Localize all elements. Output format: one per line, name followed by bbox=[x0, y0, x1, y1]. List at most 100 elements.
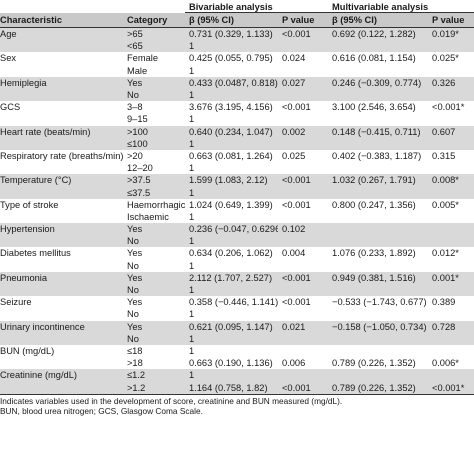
cell-characteristic: Temperature (°C) bbox=[0, 174, 123, 187]
table-row: Type of stroke Haemorrhagic 1.024 (0.649, … bbox=[0, 199, 474, 211]
cell-beta-bivariable: 0.236 (−0.047, 0.6296) bbox=[185, 223, 278, 236]
cell-characteristic bbox=[0, 357, 123, 369]
table-row: Urinary incontinence Yes 0.621 (0.095, 1.1… bbox=[0, 320, 474, 333]
cell-p-multivariable: 0.315 bbox=[432, 150, 456, 161]
cell-p-multivariable: 0.607 bbox=[428, 125, 474, 138]
cell-p-bivariable: 0.006 bbox=[282, 358, 306, 369]
table-row: Temperature (°C) >37.5 1.599 (1.083, 2.12)… bbox=[0, 174, 474, 187]
cell-beta-bivariable: 0.663 (0.190, 1.136) bbox=[189, 358, 273, 369]
regression-table: Bivariable analysis Multivariable analys… bbox=[0, 0, 474, 395]
cell-beta-bivariable: 0.425 (0.055, 0.795) bbox=[189, 53, 273, 64]
cell-p-bivariable: <0.001 bbox=[278, 174, 329, 187]
cell-p-multivariable: <0.001* bbox=[432, 102, 465, 113]
cell-characteristic bbox=[0, 88, 123, 102]
cell-characteristic bbox=[0, 332, 123, 345]
cell-beta-multivariable bbox=[328, 113, 428, 125]
table-row: Hemiplegia Yes 0.433 (0.0487, 0.818) 0.027 0… bbox=[0, 76, 474, 89]
cell-category: <65 bbox=[123, 40, 185, 53]
cell-beta-bivariable: 1 bbox=[189, 65, 195, 76]
cell-beta-multivariable bbox=[328, 65, 428, 77]
cell-p-multivariable: 0.728 bbox=[428, 320, 474, 333]
cell-beta-multivariable: 0.789 (0.226, 1.352) bbox=[328, 381, 429, 395]
table-row: Hypertension Yes 0.236 (−0.047, 0.6296) 0.1… bbox=[0, 223, 474, 236]
header-group-multivariable: Multivariable analysis bbox=[328, 0, 474, 13]
table-row: Respiratory rate (breaths/min) >20 0.663 (… bbox=[0, 150, 474, 162]
cell-category: >37.5 bbox=[123, 174, 185, 187]
cell-characteristic: Type of stroke bbox=[0, 199, 59, 210]
cell-category: 12–20 bbox=[127, 163, 153, 174]
cell-category: >18 bbox=[127, 358, 143, 369]
cell-category: >20 bbox=[127, 150, 143, 161]
cell-p-bivariable: 0.102 bbox=[278, 223, 329, 236]
cell-characteristic bbox=[0, 137, 123, 150]
cell-p-bivariable: <0.001 bbox=[282, 297, 311, 308]
cell-beta-bivariable: 1 bbox=[185, 40, 278, 53]
cell-p-multivariable: 0.001* bbox=[428, 271, 474, 284]
cell-beta-multivariable bbox=[328, 308, 428, 320]
table-row: ≤37.5 1 bbox=[0, 186, 474, 199]
cell-beta-multivariable: 0.789 (0.226, 1.352) bbox=[332, 358, 416, 369]
cell-beta-multivariable bbox=[328, 283, 429, 297]
cell-p-bivariable: 0.027 bbox=[278, 76, 329, 89]
cell-characteristic: BUN (mg/dL) bbox=[0, 345, 55, 356]
table-row: No 1 bbox=[0, 88, 474, 102]
cell-characteristic: Sex bbox=[0, 53, 17, 64]
cell-category: No bbox=[127, 309, 139, 320]
cell-p-bivariable bbox=[278, 283, 329, 297]
cell-beta-bivariable: 0.640 (0.234, 1.047) bbox=[185, 125, 278, 138]
cell-characteristic bbox=[0, 65, 123, 77]
cell-category: Yes bbox=[123, 76, 185, 89]
cell-characteristic bbox=[0, 40, 123, 53]
footnotes: Indicates variables used in the developm… bbox=[0, 396, 474, 417]
table-row: No 1 bbox=[0, 283, 474, 297]
cell-p-bivariable: <0.001 bbox=[278, 27, 329, 41]
cell-beta-multivariable bbox=[328, 137, 429, 150]
cell-category: ≤18 bbox=[127, 345, 143, 356]
column-header-characteristic: Characteristic bbox=[0, 12, 123, 28]
cell-p-bivariable bbox=[278, 186, 329, 199]
footnote-score: Indicates variables used in the developm… bbox=[0, 395, 343, 406]
cell-p-bivariable: 0.021 bbox=[278, 320, 329, 333]
table-row: Pneumonia Yes 2.112 (1.707, 2.527) <0.001 0.… bbox=[0, 271, 474, 284]
cell-category: 3–8 bbox=[127, 102, 143, 113]
cell-category: ≤1.2 bbox=[123, 369, 185, 382]
cell-category: Male bbox=[127, 65, 148, 76]
cell-category: >65 bbox=[123, 27, 185, 41]
table-body: Age >65 0.731 (0.329, 1.133) <0.001 0.692 (0… bbox=[0, 27, 474, 395]
table-row: GCS 3–8 3.676 (3.195, 4.156) <0.001 3.100 (2… bbox=[0, 101, 474, 113]
column-header-beta-multivariable: β (95% CI) bbox=[328, 12, 429, 28]
cell-category: Female bbox=[127, 53, 159, 64]
cell-category: ≤37.5 bbox=[123, 186, 185, 199]
cell-beta-bivariable: 1 bbox=[185, 369, 278, 382]
cell-beta-multivariable: −0.158 (−1.050, 0.734) bbox=[328, 320, 429, 333]
cell-beta-bivariable: 2.112 (1.707, 2.527) bbox=[185, 271, 278, 284]
table-row: Sex Female 0.425 (0.055, 0.795) 0.024 0.616 … bbox=[0, 52, 474, 64]
cell-p-bivariable bbox=[278, 369, 329, 382]
table-row: >1.2 1.164 (0.758, 1.82) <0.001 0.789 (0.22… bbox=[0, 381, 474, 395]
cell-beta-multivariable: 1.032 (0.267, 1.791) bbox=[328, 174, 429, 187]
cell-characteristic bbox=[0, 283, 123, 297]
column-header-beta-bivariable: β (95% CI) bbox=[185, 12, 278, 28]
cell-beta-multivariable bbox=[328, 223, 429, 236]
cell-p-multivariable bbox=[428, 283, 474, 297]
cell-p-bivariable: 0.024 bbox=[282, 53, 306, 64]
cell-beta-bivariable: 1 bbox=[189, 211, 195, 222]
cell-beta-bivariable: 1.164 (0.758, 1.82) bbox=[185, 381, 278, 395]
column-header-p-bivariable: P value bbox=[278, 12, 329, 28]
cell-beta-multivariable bbox=[328, 211, 428, 223]
cell-beta-bivariable: 1 bbox=[185, 332, 278, 345]
cell-p-multivariable: 0.025* bbox=[432, 53, 459, 64]
cell-beta-bivariable: 0.731 (0.329, 1.133) bbox=[185, 27, 278, 41]
cell-beta-multivariable bbox=[328, 345, 428, 357]
footnote-abbreviations: BUN, blood urea nitrogen; GCS, Glasgow C… bbox=[0, 406, 203, 417]
cell-p-bivariable bbox=[278, 260, 328, 272]
cell-p-multivariable: 0.012* bbox=[432, 248, 459, 259]
table-row: No 1 bbox=[0, 308, 474, 320]
cell-p-bivariable: 0.002 bbox=[278, 125, 329, 138]
cell-category: >1.2 bbox=[123, 381, 185, 395]
cell-p-multivariable bbox=[428, 308, 474, 320]
cell-beta-bivariable: 1 bbox=[185, 235, 278, 248]
cell-p-bivariable: <0.001 bbox=[282, 102, 311, 113]
cell-p-multivariable: 0.019* bbox=[428, 27, 474, 41]
table-row: 12–20 1 bbox=[0, 162, 474, 174]
